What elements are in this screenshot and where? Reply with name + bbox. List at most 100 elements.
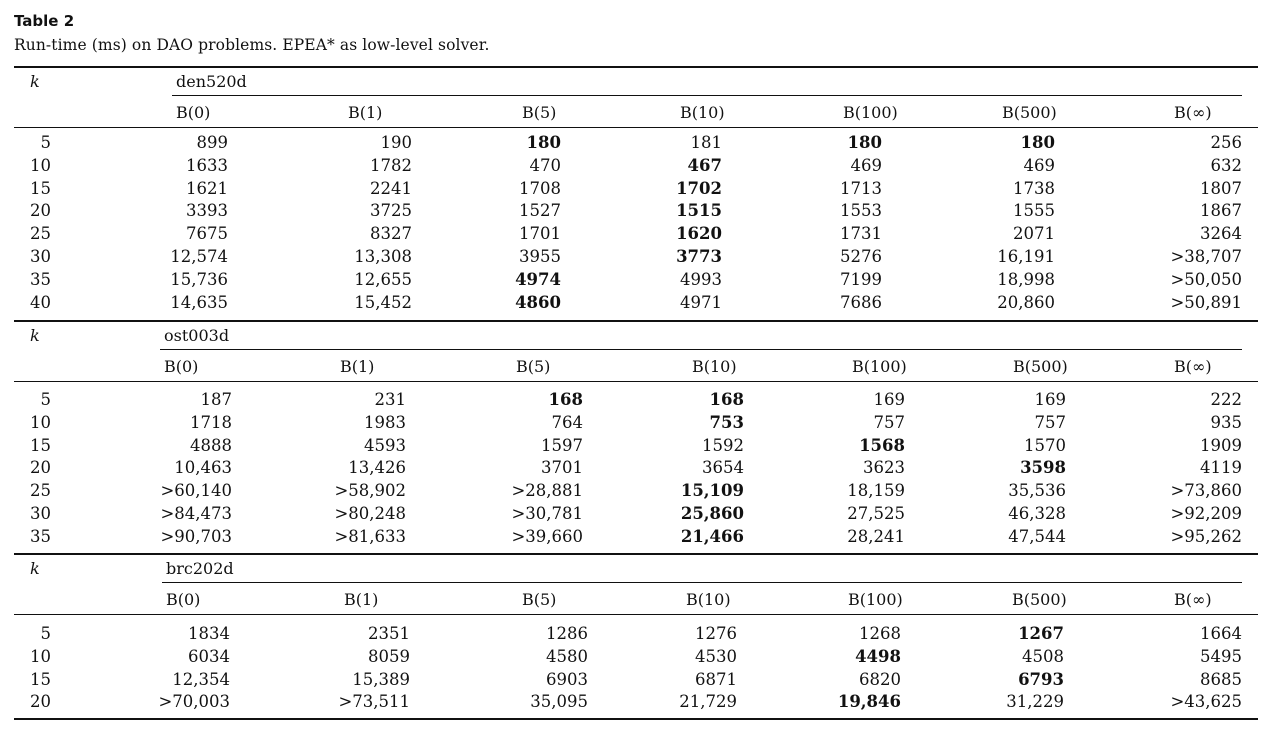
table-cell: 1568 [859, 435, 905, 455]
table-cell: 1555 [1013, 201, 1055, 221]
column-header: B(100) [848, 590, 903, 609]
table-cell: 632 [1210, 155, 1243, 175]
table-cell: 1702 [676, 178, 722, 198]
table-cell: 12,655 [354, 269, 412, 289]
table-cell: 1527 [519, 201, 561, 221]
table-cell: 1867 [1200, 201, 1242, 221]
k-value: 5 [40, 390, 52, 409]
table-caption: Run-time (ms) on DAO problems. EPEA* as … [14, 36, 490, 54]
table-cell: 14,635 [170, 292, 228, 312]
table-cell: >73,511 [338, 692, 410, 712]
k-value: 25 [30, 224, 51, 244]
k-value: 15 [30, 435, 51, 455]
column-header: B(500) [1012, 590, 1067, 609]
table-cell: 6793 [1018, 669, 1064, 689]
table-cell: >73,860 [1170, 481, 1242, 501]
table-cell: >58,902 [334, 481, 406, 501]
table-cell: 1983 [364, 412, 406, 432]
table-cell: 3955 [519, 247, 561, 266]
k-value: 10 [30, 155, 51, 175]
table-cell: 6820 [859, 669, 901, 689]
column-header: B(∞) [1174, 103, 1212, 122]
table-label: Table 2 [14, 12, 75, 30]
table-cell: 1276 [695, 624, 737, 643]
map-subheader-rule [160, 349, 1242, 350]
table-cell: 1738 [1013, 178, 1055, 198]
table-cell: >50,050 [1170, 269, 1242, 289]
table-cell: 3725 [370, 201, 412, 221]
table-cell: 1834 [188, 624, 230, 643]
column-header: B(500) [1013, 357, 1068, 376]
table-cell: 12,354 [172, 669, 230, 689]
table-cell: 4119 [1200, 458, 1242, 478]
table-bottom-rule [14, 718, 1258, 720]
column-header: B(100) [843, 103, 898, 122]
table-cell: 7675 [186, 224, 228, 244]
table-cell: 19,846 [837, 692, 901, 712]
k-value: 20 [30, 201, 51, 221]
k-column-header: k [30, 559, 40, 578]
table-cell: 169 [1034, 390, 1067, 409]
table-cell: 1286 [546, 624, 588, 643]
table-cell: 1553 [840, 201, 882, 221]
table-cell: >28,881 [511, 481, 583, 501]
table-cell: 4971 [680, 292, 722, 312]
table-cell: >92,209 [1170, 504, 1242, 523]
table-cell: 4974 [515, 269, 561, 289]
table-cell: 180 [526, 133, 561, 152]
table-cell: 1718 [190, 412, 232, 432]
table-cell: 35,536 [1008, 481, 1066, 501]
k-value: 30 [30, 504, 51, 523]
k-column-header: k [30, 326, 40, 345]
table-cell: 15,452 [354, 292, 412, 312]
table-cell: 757 [1034, 412, 1067, 432]
table-cell: 1731 [840, 224, 882, 244]
table-cell: 1621 [186, 178, 228, 198]
table-cell: 899 [196, 133, 229, 152]
table-cell: 1909 [1200, 435, 1242, 455]
table-cell: 469 [850, 155, 883, 175]
column-header: B(1) [348, 103, 383, 122]
header-bottom-rule [14, 614, 1258, 615]
column-header: B(0) [166, 590, 201, 609]
table-cell: 168 [709, 390, 744, 409]
table-cell: 3623 [863, 458, 905, 478]
k-value: 5 [40, 624, 52, 643]
table-cell: 222 [1210, 390, 1243, 409]
header-bottom-rule [14, 381, 1258, 382]
table-cell: 2071 [1013, 224, 1055, 244]
table-cell: 469 [1023, 155, 1056, 175]
column-header: B(1) [344, 590, 379, 609]
table-cell: 1664 [1200, 624, 1242, 643]
table-cell: 169 [873, 390, 906, 409]
k-value: 20 [30, 458, 51, 478]
k-value: 35 [30, 269, 51, 289]
table-cell: 15,736 [170, 269, 228, 289]
table-cell: 2241 [370, 178, 412, 198]
table-cell: 5276 [840, 247, 882, 266]
table-cell: 21,729 [679, 692, 737, 712]
table-cell: 28,241 [847, 526, 905, 546]
table-cell: 1713 [840, 178, 882, 198]
table-cell: 180 [1020, 133, 1055, 152]
table-cell: 1592 [702, 435, 744, 455]
table-cell: 1515 [676, 201, 722, 221]
map-subheader-rule [172, 95, 1242, 96]
k-column-header: k [30, 72, 40, 91]
table-cell: 256 [1210, 133, 1243, 152]
table-cell: 4508 [1022, 646, 1064, 666]
table-cell: 4580 [546, 646, 588, 666]
table-cell: >80,248 [334, 504, 406, 523]
column-header: B(10) [680, 103, 725, 122]
table-cell: 46,328 [1008, 504, 1066, 523]
column-header: B(5) [522, 103, 557, 122]
table-cell: 31,229 [1006, 692, 1064, 712]
table-cell: 2351 [368, 624, 410, 643]
column-header: B(100) [852, 357, 907, 376]
k-value: 20 [30, 692, 51, 712]
table-cell: 4530 [695, 646, 737, 666]
column-header: B(0) [176, 103, 211, 122]
table-cell: 4860 [515, 292, 561, 312]
table-cell: 1597 [541, 435, 583, 455]
table-cell: 1267 [1018, 624, 1064, 643]
